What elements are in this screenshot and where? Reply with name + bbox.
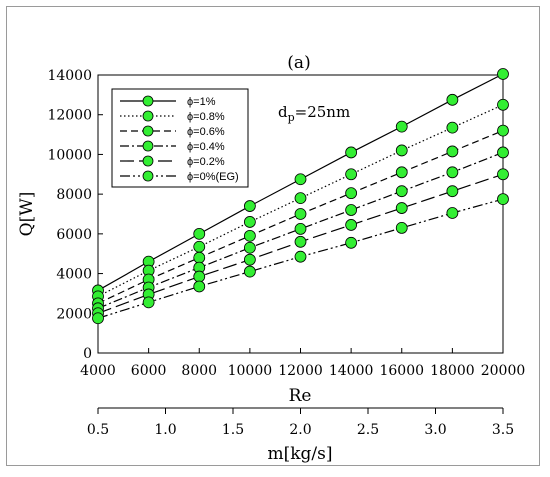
data-point	[294, 250, 307, 263]
data-point	[395, 166, 408, 179]
data-point	[345, 168, 358, 181]
legend-label: ϕ=0.6%	[187, 126, 225, 138]
data-point	[243, 241, 256, 254]
data-point	[345, 187, 358, 200]
data-point	[497, 98, 509, 111]
data-point	[395, 120, 408, 133]
data-point	[142, 296, 155, 309]
data-point	[193, 251, 206, 264]
legend-marker	[142, 125, 154, 137]
y-axis-label: Q[W]	[17, 192, 37, 237]
legend-marker	[142, 110, 154, 122]
data-point	[446, 185, 459, 198]
x-tick-label: 18000	[430, 363, 475, 379]
data-point	[193, 280, 206, 293]
data-point	[193, 270, 206, 283]
secondary-x-tick-label: 1.5	[222, 422, 244, 438]
x-tick-label: 12000	[278, 363, 323, 379]
data-point	[497, 146, 509, 159]
data-point	[243, 265, 256, 278]
data-point	[294, 192, 307, 205]
y-tick-label: 2000	[56, 306, 92, 322]
data-point	[497, 124, 509, 137]
data-point	[497, 193, 509, 206]
data-point	[446, 207, 459, 219]
legend-box	[111, 88, 249, 188]
legend-label: ϕ=0.8%	[187, 111, 225, 123]
legend-marker	[142, 140, 154, 152]
chart-frame	[6, 6, 540, 466]
annotation-particle-size: dp=25nm	[278, 103, 350, 124]
data-point	[193, 227, 206, 240]
secondary-x-tick-label: 1.0	[154, 422, 176, 438]
data-point	[294, 173, 307, 186]
data-point	[345, 219, 358, 231]
data-point	[243, 216, 256, 228]
data-point	[294, 235, 307, 248]
secondary-x-tick-label: 2.5	[357, 422, 379, 438]
x-tick-label: 14000	[329, 363, 374, 379]
series-group	[92, 68, 509, 325]
x-tick-label: 16000	[379, 363, 424, 379]
legend-label: ϕ=0%(EG)	[187, 171, 239, 183]
x-axis-label: Re	[289, 386, 312, 406]
secondary-x-tick-label: 3.5	[492, 422, 514, 438]
legend-label: ϕ=1%	[187, 96, 216, 108]
y-tick-label: 8000	[56, 187, 92, 203]
x-axis: 4000 6000 8000 10000 12000 14000 16000 18000 200…	[80, 348, 525, 379]
chart-title: (a)	[287, 53, 310, 73]
data-point	[294, 222, 307, 235]
legend: ϕ=1% ϕ=0.8% ϕ=0.6% ϕ=0.4% ϕ=0.2% ϕ=0%(EG)	[120, 95, 239, 183]
data-point	[345, 236, 358, 249]
y-tick-label: 6000	[56, 227, 92, 243]
secondary-x-axis-label: m[kg/s]	[267, 444, 332, 464]
x-tick-label: 6000	[131, 363, 167, 379]
data-point	[345, 204, 358, 216]
y-tick-label: 14000	[47, 68, 92, 84]
secondary-x-tick-label: 2.0	[289, 422, 311, 438]
y-tick-label: 0	[83, 346, 92, 362]
data-point	[395, 144, 408, 157]
data-point	[243, 229, 256, 242]
data-point	[395, 221, 408, 234]
data-point	[446, 121, 459, 134]
x-tick-label: 10000	[228, 363, 273, 379]
legend-marker	[142, 95, 154, 107]
x-tick-label: 8000	[181, 363, 217, 379]
data-point	[497, 168, 509, 181]
x-tick-label: 4000	[80, 363, 116, 379]
data-point	[243, 200, 256, 212]
data-point	[446, 145, 459, 158]
y-tick-label: 12000	[47, 108, 92, 124]
y-tick-label: 10000	[47, 147, 92, 163]
y-tick-label: 4000	[56, 267, 92, 283]
x-tick-label: 20000	[481, 363, 526, 379]
legend-label: ϕ=0.2%	[187, 156, 225, 168]
data-point	[345, 146, 358, 159]
legend-marker	[142, 155, 154, 167]
data-point	[243, 253, 256, 266]
data-point	[193, 240, 206, 253]
data-point	[395, 185, 408, 198]
secondary-x-tick-label: 0.5	[87, 422, 109, 438]
y-axis: 0 2000 4000 6000 8000 10000 12000 14000	[47, 68, 103, 362]
data-point	[294, 208, 307, 220]
data-point	[92, 312, 104, 325]
data-point	[497, 68, 509, 80]
data-point	[446, 166, 459, 179]
legend-marker	[142, 170, 154, 182]
data-point	[395, 202, 408, 214]
data-point	[446, 93, 459, 106]
secondary-x-axis: 0.5 1.0 1.5 2.0 2.5 3.0 3.5	[87, 408, 514, 438]
secondary-x-tick-label: 3.0	[424, 422, 446, 438]
legend-label: ϕ=0.4%	[187, 141, 225, 153]
